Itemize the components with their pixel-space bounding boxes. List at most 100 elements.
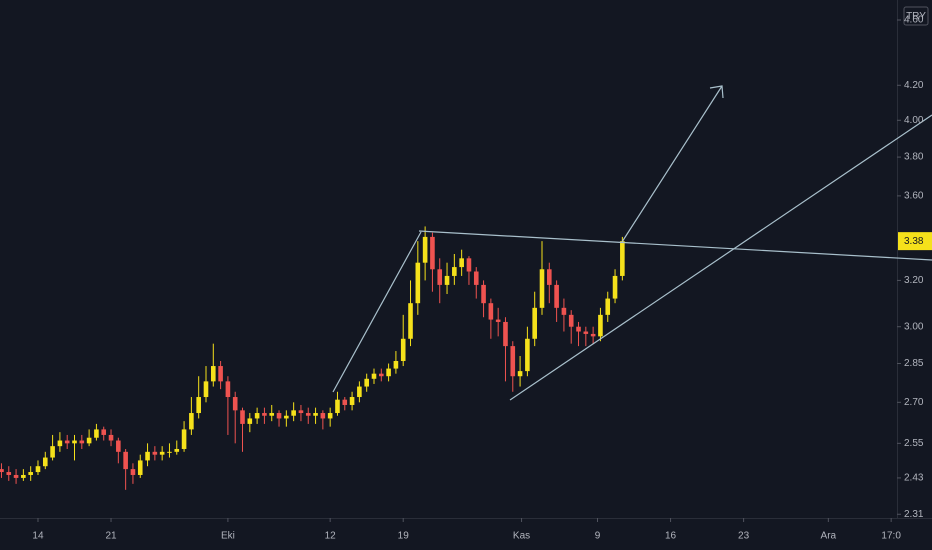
candle-body xyxy=(203,381,209,398)
candle-body xyxy=(269,413,275,416)
candle-body xyxy=(101,429,107,435)
candle-body xyxy=(152,451,158,455)
candle-body xyxy=(576,326,581,332)
x-tick-label: 14 xyxy=(32,531,44,542)
candle-body xyxy=(342,399,348,405)
candle-body xyxy=(547,269,552,285)
y-tick-label: 2.55 xyxy=(904,438,924,449)
candle-body xyxy=(196,397,201,414)
candle-body xyxy=(327,413,333,419)
x-tick-label: Kas xyxy=(513,531,530,542)
candle-body xyxy=(86,437,92,444)
x-tick-label: 9 xyxy=(595,531,601,542)
candle-body xyxy=(466,258,472,272)
candle-body xyxy=(50,446,55,458)
candle-body xyxy=(35,466,41,473)
candle-body xyxy=(349,397,355,405)
candle-body xyxy=(503,321,508,347)
trend-line xyxy=(332,231,422,393)
x-tick-label: Eki xyxy=(221,531,235,542)
candle-body xyxy=(276,413,282,419)
candle-body xyxy=(21,474,26,478)
candle-body xyxy=(13,474,19,478)
candle-body xyxy=(28,472,33,475)
candle-body xyxy=(364,378,369,387)
y-tick-label: 3.60 xyxy=(904,191,924,202)
candle-body xyxy=(539,269,545,308)
candle-body xyxy=(386,368,391,377)
candle-body xyxy=(495,319,501,322)
candle-body xyxy=(517,371,523,377)
candle-body xyxy=(174,448,180,452)
drawings xyxy=(332,85,932,401)
x-tick-label: 21 xyxy=(105,531,117,542)
candle-body xyxy=(116,440,121,452)
x-tick-label: 17:0 xyxy=(881,531,901,542)
candle-body xyxy=(488,303,494,320)
candle-body xyxy=(481,284,486,304)
candle-body xyxy=(510,346,516,377)
y-tick-label: 4.20 xyxy=(904,80,924,91)
candle-body xyxy=(0,469,4,473)
candle-body xyxy=(254,413,260,419)
candle-body xyxy=(145,451,150,461)
candle-body xyxy=(415,262,421,304)
candle-body xyxy=(378,373,384,377)
candle-body xyxy=(210,366,216,382)
candle-body xyxy=(247,418,253,424)
candle-body xyxy=(159,451,165,455)
candle-body xyxy=(167,451,172,453)
last-price-label: 3.38 xyxy=(904,236,924,247)
candle-body xyxy=(320,413,326,419)
candle-body xyxy=(459,258,464,268)
candle-body xyxy=(42,457,48,467)
candle-body xyxy=(189,413,194,430)
candle-body xyxy=(335,399,340,414)
candle-body xyxy=(6,472,12,475)
candle-body xyxy=(422,236,428,263)
candle-body xyxy=(525,338,530,372)
candle-body xyxy=(612,275,618,299)
x-tick-label: Ara xyxy=(821,531,837,542)
y-tick-label: 2.85 xyxy=(904,358,924,369)
candle-body xyxy=(232,397,238,411)
last-price-box xyxy=(898,232,932,251)
candle-body xyxy=(444,275,450,285)
projection-arrow xyxy=(621,85,723,243)
y-tick-label: 4.60 xyxy=(904,15,924,26)
candle-body xyxy=(532,307,537,339)
candle-body xyxy=(181,429,187,449)
candle-body xyxy=(561,307,567,315)
candle-body xyxy=(94,429,99,438)
resistance-line xyxy=(418,230,932,261)
candle-body xyxy=(137,460,143,475)
candle-body xyxy=(57,440,63,447)
y-tick-label: 3.20 xyxy=(904,275,924,286)
candle-body xyxy=(218,366,223,382)
candle-body xyxy=(583,331,589,334)
candle-body xyxy=(568,314,574,327)
y-tick-label: 2.43 xyxy=(904,473,924,484)
candle-body xyxy=(437,269,443,285)
candle-body xyxy=(371,373,377,379)
candle-body xyxy=(313,413,318,416)
x-tick-label: 16 xyxy=(665,531,677,542)
candle-body xyxy=(72,440,77,444)
candle-body xyxy=(240,410,245,424)
candle-body xyxy=(430,236,435,270)
candle-body xyxy=(284,415,289,419)
candle-body xyxy=(620,241,625,276)
y-tick-label: 4.00 xyxy=(904,115,924,126)
candle-body xyxy=(452,267,457,276)
candle-body xyxy=(225,381,231,398)
candle-body xyxy=(108,434,114,441)
candle-body xyxy=(130,469,136,475)
candle-body xyxy=(554,284,559,308)
x-tick-label: 12 xyxy=(325,531,337,542)
candle-body xyxy=(123,451,128,470)
x-tick-label: 19 xyxy=(398,531,410,542)
currency-label: TRY xyxy=(906,11,926,22)
candle-body xyxy=(305,413,311,416)
